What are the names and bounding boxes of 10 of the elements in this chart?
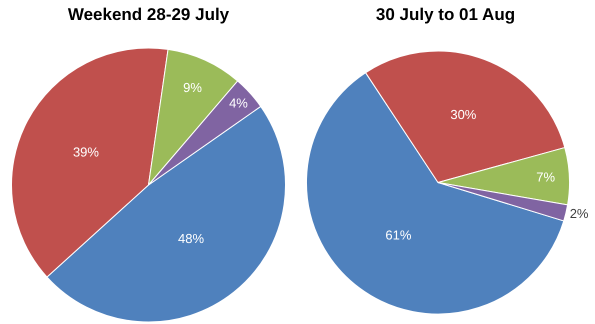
data-label: 7% (536, 170, 556, 185)
chart-title: 30 July to 01 Aug (376, 5, 516, 24)
data-label: 39% (72, 144, 100, 160)
data-label: 30% (450, 106, 477, 122)
data-label: 4% (229, 96, 248, 111)
data-label: 9% (183, 80, 202, 95)
data-label: 2% (570, 206, 589, 221)
chart-title: Weekend 28-29 July (68, 5, 230, 24)
data-label: 61% (385, 228, 412, 243)
data-label: 48% (178, 231, 205, 246)
